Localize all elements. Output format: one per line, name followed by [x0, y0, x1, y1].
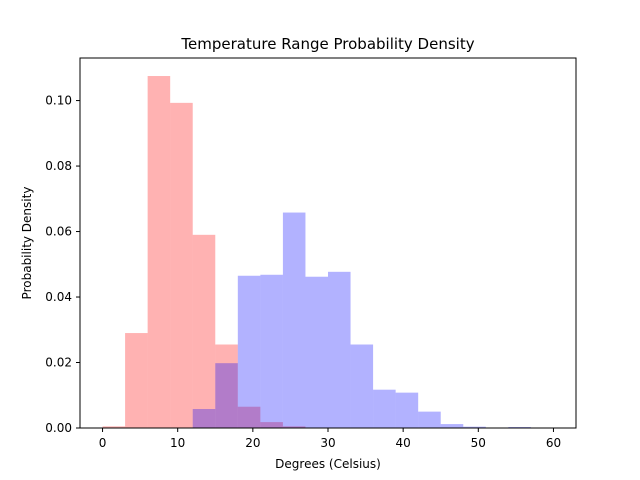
histogram-bar-series-1-bin-4: [282, 212, 306, 428]
histogram-bar-series-1-bin-11: [440, 424, 464, 428]
y-tick-label: 0.04: [45, 290, 72, 304]
histogram-bar-series-1-bin-0: [192, 409, 216, 428]
bars-layer: [102, 76, 531, 429]
y-tick-label: 0.08: [45, 159, 72, 173]
histogram-bar-series-1-bin-9: [395, 392, 419, 428]
x-tick-label: 10: [170, 436, 185, 450]
y-axis-ticks: 0.00 0.02 0.04 0.06 0.08 0.10: [45, 94, 80, 435]
histogram-bar-series-1-bin-1: [215, 363, 238, 428]
histogram-bar-series-1-bin-6: [328, 271, 351, 428]
histogram-bar-series-1-bin-7: [350, 344, 374, 428]
x-tick-label: 50: [471, 436, 486, 450]
histogram-bar-series-1-bin-3: [260, 274, 283, 428]
histogram-bar-series-0-bin-8: [282, 426, 306, 428]
histogram-bar-series-0-bin-0: [102, 426, 126, 428]
y-tick-label: 0.10: [45, 94, 72, 108]
x-axis-ticks: 0 10 20 30 40 50 60: [99, 428, 561, 450]
x-tick-label: 30: [320, 436, 335, 450]
histogram-bar-series-0-bin-3: [170, 102, 193, 429]
x-axis-label: Degrees (Celsius): [275, 457, 381, 471]
histogram-bar-series-1-bin-8: [373, 389, 396, 428]
y-tick-label: 0.06: [45, 225, 72, 239]
x-tick-label: 0: [99, 436, 107, 450]
chart-title: Temperature Range Probability Density: [180, 35, 474, 53]
histogram-bar-series-0-bin-4: [192, 234, 216, 428]
histogram-bar-series-1-bin-10: [418, 411, 441, 428]
y-tick-label: 0.02: [45, 356, 72, 370]
histogram-bar-series-1-bin-12: [463, 426, 486, 428]
x-tick-label: 40: [396, 436, 411, 450]
histogram-bar-series-1-bin-5: [305, 276, 328, 428]
y-axis-label: Probability Density: [20, 187, 34, 300]
histogram-bar-series-0-bin-5: [215, 344, 238, 428]
x-tick-label: 20: [245, 436, 260, 450]
histogram-bar-series-0-bin-1: [125, 333, 148, 428]
histogram-bar-series-1-bin-2: [237, 275, 261, 428]
histogram-bar-series-0-bin-2: [147, 76, 171, 428]
y-tick-label: 0.00: [45, 421, 72, 435]
x-tick-label: 60: [546, 436, 561, 450]
histogram-bar-series-0-bin-6: [237, 406, 261, 428]
histogram-bar-series-0-bin-7: [260, 422, 283, 428]
